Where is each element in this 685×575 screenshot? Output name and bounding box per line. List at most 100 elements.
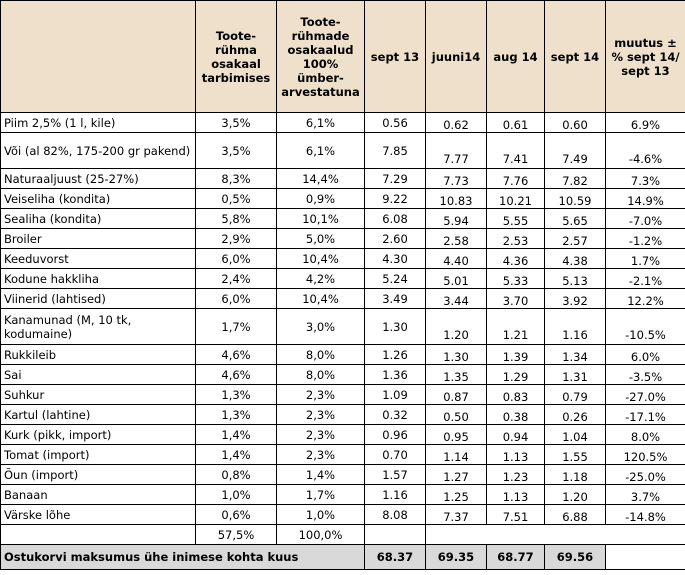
table-row: Kanamunad (M, 10 tk, kodumaine) 1,7% 3,0% 1… <box>0 308 685 345</box>
table-row: Rukkileib 4,6% 8,0% 1.26 1.30 1.39 1.34 6.0% <box>0 344 685 365</box>
table-row: Veiseliha (kondita) 0,5% 0,9% 9.22 10.83 10.2… <box>0 188 685 209</box>
aug14-cell: 7.51 <box>486 504 545 525</box>
aug14-cell: 0.83 <box>486 384 545 405</box>
change-cell: 12.2% <box>605 288 685 309</box>
jun14-cell: 0.87 <box>425 384 487 405</box>
recalc-cell: 8,0% <box>276 344 365 365</box>
change-cell: -25.0% <box>605 464 685 485</box>
sept13-cell: 1.57 <box>364 464 426 485</box>
jun14-cell: 4.40 <box>425 248 487 269</box>
product-name: Banaan <box>0 484 196 505</box>
aug14-cell: 1.21 <box>486 308 545 345</box>
sept14-cell: 5.65 <box>544 208 606 229</box>
sept13-cell: 7.85 <box>364 132 426 169</box>
totals-empty <box>606 525 685 545</box>
sept13-cell: 1.16 <box>364 484 426 505</box>
aug14-cell: 1.13 <box>486 444 545 465</box>
recalc-cell: 6,1% <box>276 132 365 169</box>
sept13-cell: 5.24 <box>364 268 426 289</box>
table-row: Suhkur 1,3% 2,3% 1.09 0.87 0.83 0.79 -27.0% <box>0 384 685 405</box>
recalc-cell: 2,3% <box>276 444 365 465</box>
aug14-cell: 4.36 <box>486 248 545 269</box>
table-row: Kodune hakkliha 2,4% 4,2% 5.24 5.01 5.33 5.13-… <box>0 268 685 289</box>
sept14-cell: 1.04 <box>544 424 606 445</box>
product-name: Rukkileib <box>0 344 196 365</box>
table-body: Piim 2,5% (1 l, kile) 3,5% 6,1% 0.56 0.62 0.6… <box>0 112 685 525</box>
sept14-cell: 6.88 <box>544 504 606 525</box>
sept14-cell: 10.59 <box>544 188 606 209</box>
recalc-cell: 3,0% <box>276 308 365 345</box>
share-cell: 3,5% <box>195 112 277 133</box>
recalc-cell: 10,1% <box>276 208 365 229</box>
product-name: Kartul (lahtine) <box>0 404 196 425</box>
share-cell: 1,3% <box>195 404 277 425</box>
totals-empty <box>364 524 426 545</box>
aug14-cell: 10.21 <box>486 188 545 209</box>
header-change: muutus ± % sept 14/ sept 13 <box>605 0 685 113</box>
header-sept13: sept 13 <box>364 0 426 113</box>
recalc-cell: 2,3% <box>276 404 365 425</box>
change-cell: -27.0% <box>605 384 685 405</box>
sept14-cell: 0.26 <box>544 404 606 425</box>
share-cell: 0,5% <box>195 188 277 209</box>
product-name: Või (al 82%, 175-200 gr pakend) <box>0 132 196 169</box>
jun14-cell: 5.94 <box>425 208 487 229</box>
share-cell: 1,3% <box>195 384 277 405</box>
sept13-cell: 6.08 <box>364 208 426 229</box>
sept14-cell: 1.31 <box>544 364 606 385</box>
product-name: Sai <box>0 364 196 385</box>
share-cell: 1,4% <box>195 424 277 445</box>
product-name: Veiseliha (kondita) <box>0 188 196 209</box>
sept14-cell: 2.57 <box>544 228 606 249</box>
share-cell: 2,4% <box>195 268 277 289</box>
aug14-cell: 2.53 <box>486 228 545 249</box>
share-cell: 4,6% <box>195 344 277 365</box>
sept13-cell: 7.29 <box>364 168 426 189</box>
recalc-cell: 6,1% <box>276 112 365 133</box>
sept14-cell: 1.16 <box>544 308 606 345</box>
jun14-cell: 7.73 <box>425 168 487 189</box>
product-name: Viinerid (lahtised) <box>0 288 196 309</box>
table-row: Tomat (import) 1,4% 2,3% 0.70 1.14 1.13 1.55 12… <box>0 444 685 465</box>
change-cell: 7.3% <box>605 168 685 189</box>
aug14-cell: 5.55 <box>486 208 545 229</box>
product-name: Piim 2,5% (1 l, kile) <box>0 112 196 133</box>
sept14-cell: 1.18 <box>544 464 606 485</box>
sept13-cell: 3.49 <box>364 288 426 309</box>
share-cell: 1,0% <box>195 484 277 505</box>
sept14-cell: 7.49 <box>544 132 606 169</box>
aug14-cell: 5.33 <box>486 268 545 289</box>
jun14-cell: 1.25 <box>425 484 487 505</box>
jun14-cell: 0.50 <box>425 404 487 425</box>
footer-label: Ostukorvi maksumus ühe inimese kohta kuu… <box>0 544 365 570</box>
jun14-cell: 1.20 <box>425 308 487 345</box>
footer-empty <box>605 544 685 570</box>
recalc-cell: 2,3% <box>276 424 365 445</box>
header-aug14: aug 14 <box>486 0 545 113</box>
header-share-recalc: Toote-rühmade osakaalud 100% ümber-arves… <box>276 0 365 113</box>
change-cell: 120.5% <box>605 444 685 465</box>
change-cell: -2.1% <box>605 268 685 289</box>
aug14-cell: 0.38 <box>486 404 545 425</box>
jun14-cell: 0.95 <box>425 424 487 445</box>
aug14-cell: 1.39 <box>486 344 545 365</box>
change-cell: 6.9% <box>605 112 685 133</box>
table-row: Või (al 82%, 175-200 gr pakend) 3,5% 6,1% 7… <box>0 132 685 169</box>
totals-label <box>0 524 196 545</box>
sept14-cell: 1.20 <box>544 484 606 505</box>
table-row: Naturaaljuust (25-27%) 8,3% 14,4% 7.29 7.73 7… <box>0 168 685 189</box>
share-cell: 4,6% <box>195 364 277 385</box>
change-cell: -3.5% <box>605 364 685 385</box>
change-cell: 8.0% <box>605 424 685 445</box>
recalc-cell: 1,4% <box>276 464 365 485</box>
jun14-cell: 1.35 <box>425 364 487 385</box>
recalc-cell: 10,4% <box>276 288 365 309</box>
recalc-cell: 1,0% <box>276 504 365 525</box>
recalc-cell: 4,2% <box>276 268 365 289</box>
product-name: Kurk (pikk, import) <box>0 424 196 445</box>
footer-sept13: 68.37 <box>364 544 426 570</box>
change-cell: 6.0% <box>605 344 685 365</box>
aug14-cell: 3.70 <box>486 288 545 309</box>
sept14-cell: 1.55 <box>544 444 606 465</box>
